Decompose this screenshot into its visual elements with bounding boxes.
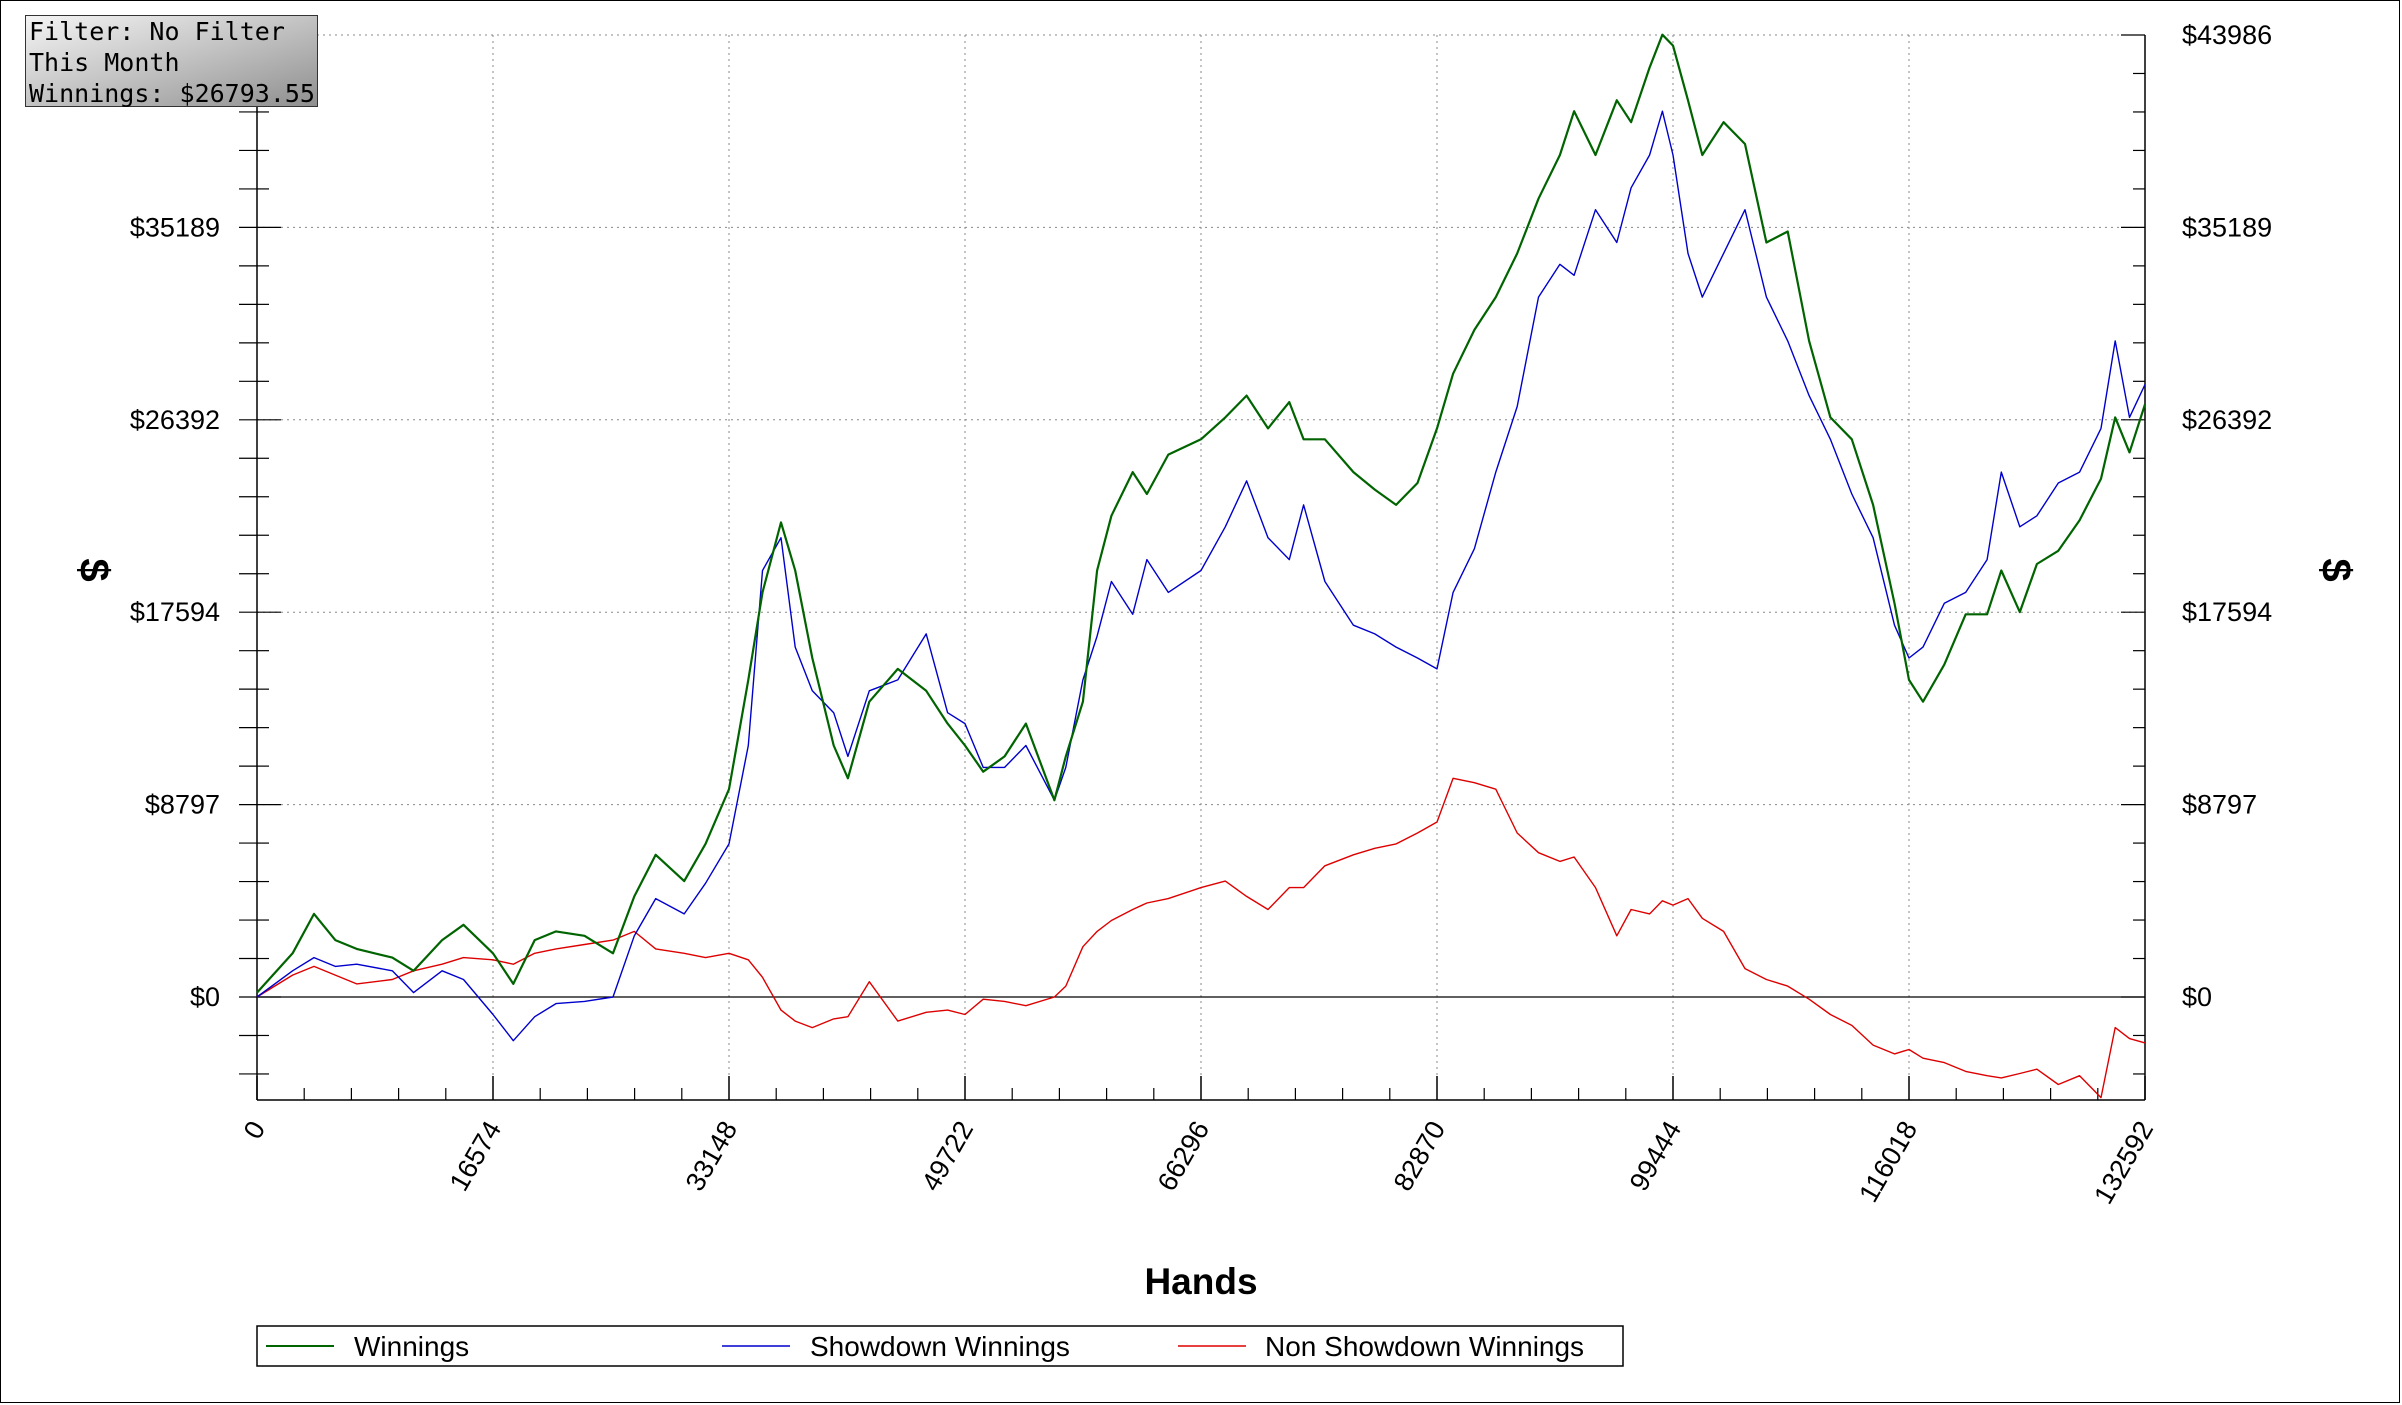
x-tick-label: 132592: [2088, 1116, 2159, 1209]
y-tick-label-left: $35189: [130, 212, 220, 242]
grid-layer: [257, 34, 2145, 1100]
y-tick-label-right: $8797: [2182, 790, 2257, 820]
y-tick-label-right: $26392: [2182, 405, 2272, 435]
y-axis-title-right: $: [2313, 558, 2360, 581]
x-tick-label: 16574: [444, 1116, 508, 1196]
x-tick-label: 99444: [1624, 1116, 1688, 1196]
legend-label-non-showdown: Non Showdown Winnings: [1265, 1331, 1584, 1362]
series-line-winnings: [256, 33, 2147, 994]
legend: Winnings Showdown Winnings Non Showdown …: [256, 1325, 1624, 1367]
x-tick-label: 116018: [1853, 1116, 1923, 1207]
x-tick-label: 66296: [1152, 1116, 1216, 1196]
axis-layer: [239, 34, 2146, 1101]
filter-text: Filter: No Filter: [29, 17, 285, 46]
y-tick-label-right: $0: [2182, 982, 2212, 1012]
y-tick-label-left: $8797: [145, 790, 220, 820]
winnings-text: Winnings: $26793.55: [29, 79, 315, 108]
y-tick-label-right: $43986: [2182, 20, 2272, 50]
y-tick-label-right: $17594: [2182, 597, 2272, 627]
series-layer: [256, 33, 2147, 1099]
x-tick-label: 82870: [1388, 1116, 1452, 1196]
x-axis-title: Hands: [1144, 1261, 1257, 1302]
legend-label-winnings: Winnings: [354, 1331, 469, 1362]
x-tick-label: 33148: [680, 1116, 744, 1196]
legend-label-showdown: Showdown Winnings: [810, 1331, 1070, 1362]
series-line-non-showdown-winnings: [256, 777, 2146, 1099]
y-axis-title-left: $: [71, 558, 118, 581]
series-line-showdown-winnings: [256, 110, 2146, 1042]
x-tick-label: 0: [238, 1116, 271, 1144]
y-tick-label-right: $35189: [2182, 212, 2272, 242]
period-text: This Month: [29, 48, 180, 77]
legend-box: [256, 1325, 1624, 1367]
x-tick-label: 49722: [916, 1116, 980, 1196]
y-tick-label-left: $26392: [130, 405, 220, 435]
y-tick-label-left: $17594: [130, 597, 220, 627]
y-tick-label-left: $0: [190, 982, 220, 1012]
filter-info-box: Filter: No Filter This Month Winnings: $…: [25, 15, 318, 108]
